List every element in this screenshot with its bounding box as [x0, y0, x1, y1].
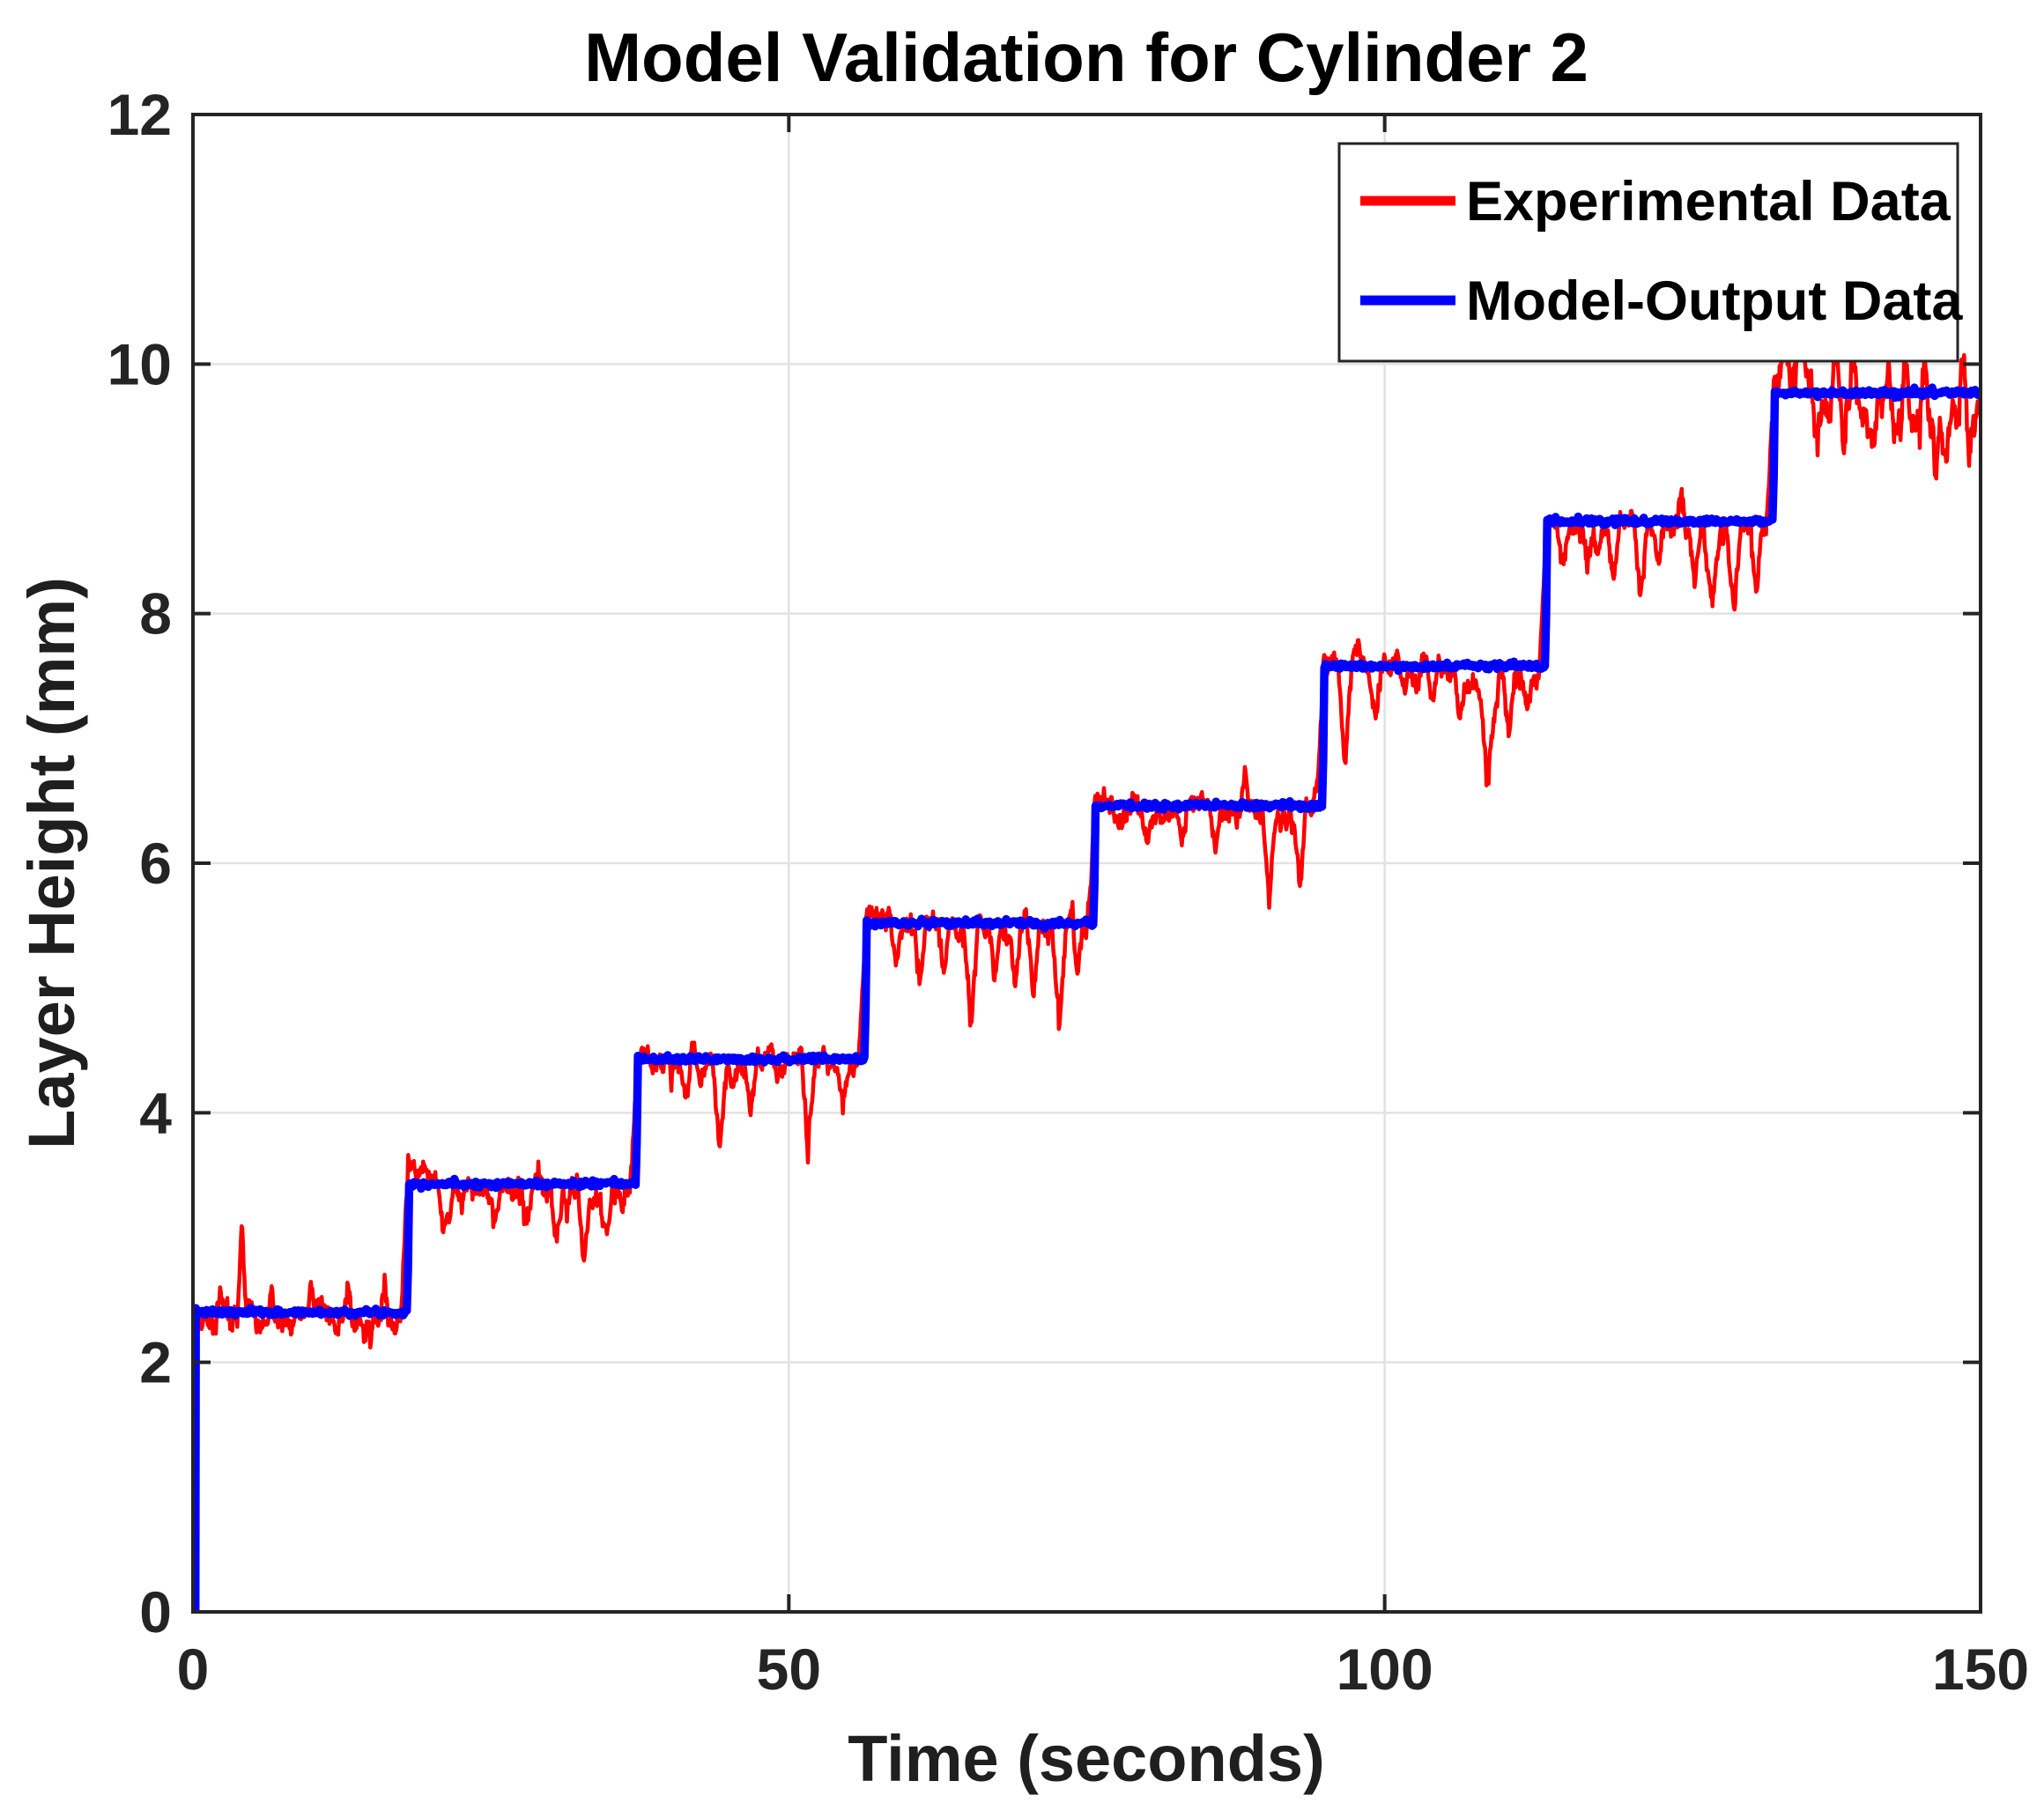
x-tick-label: 150 [1932, 1637, 2029, 1702]
model-output-data-line [193, 383, 1981, 1612]
legend-label-experimental: Experimental Data [1466, 171, 1951, 233]
y-tick-label: 10 [107, 331, 172, 396]
gridlines [193, 115, 1981, 1612]
tick-labels: 0 50 100 150 0 2 4 6 8 10 12 [107, 82, 2029, 1702]
y-tick-label: 6 [139, 831, 172, 896]
legend: Experimental Data Model-Output Data [1337, 142, 1963, 363]
y-tick-label: 8 [139, 581, 172, 647]
legend-box [1337, 142, 1959, 363]
x-axis-label: Time (seconds) [848, 1722, 1324, 1795]
tick-marks [191, 113, 1982, 1614]
y-tick-label: 2 [139, 1330, 172, 1395]
chart-title: Model Validation for Cylinder 2 [584, 18, 1589, 96]
experimental-data-line [194, 295, 1981, 1350]
x-tick-label: 50 [757, 1637, 821, 1702]
y-tick-label: 12 [107, 82, 172, 147]
y-axis-label: Layer Height (mm) [15, 577, 88, 1149]
x-tick-label: 0 [177, 1637, 210, 1702]
x-tick-label: 100 [1337, 1637, 1433, 1702]
legend-label-model: Model-Output Data [1466, 270, 1963, 332]
y-tick-label: 4 [139, 1080, 172, 1145]
y-tick-label: 0 [139, 1579, 172, 1644]
